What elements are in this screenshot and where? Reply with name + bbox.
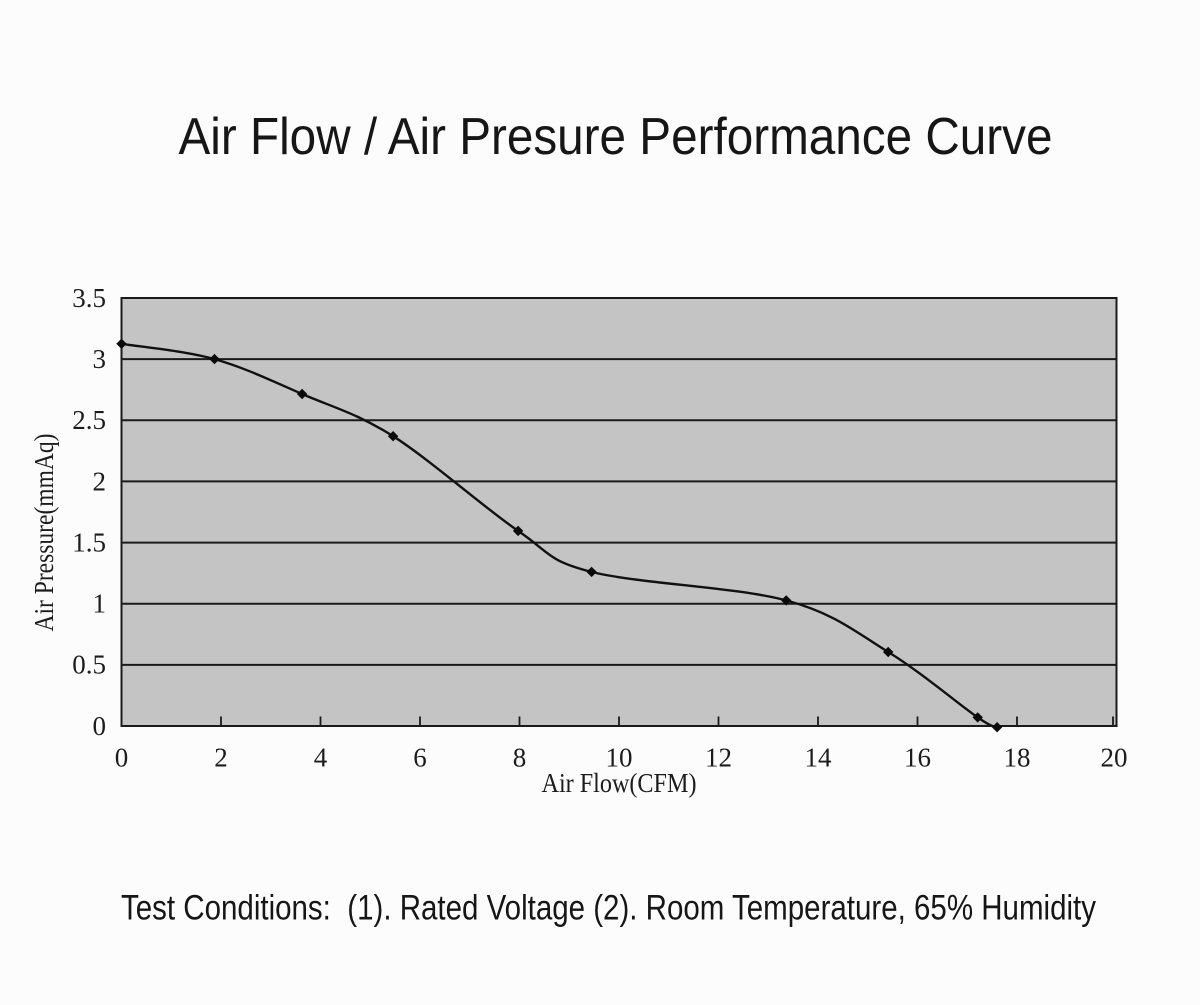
- svg-text:0: 0: [115, 743, 129, 773]
- svg-text:3.5: 3.5: [72, 283, 106, 313]
- svg-text:6: 6: [413, 743, 427, 773]
- svg-text:Test Conditions: (1). Rated V: Test Conditions: (1). Rated Voltage (2).…: [121, 887, 1096, 927]
- svg-text:1.5: 1.5: [72, 527, 106, 557]
- svg-text:0: 0: [93, 711, 107, 741]
- svg-text:10: 10: [606, 743, 633, 773]
- svg-text:20: 20: [1101, 743, 1128, 773]
- svg-text:0.5: 0.5: [72, 650, 106, 680]
- svg-text:3: 3: [93, 344, 107, 374]
- svg-text:4: 4: [314, 743, 328, 773]
- svg-text:18: 18: [1004, 743, 1031, 773]
- svg-text:12: 12: [705, 743, 732, 773]
- svg-text:8: 8: [513, 743, 527, 773]
- svg-text:2.5: 2.5: [72, 405, 106, 435]
- svg-text:16: 16: [904, 743, 931, 773]
- svg-text:Air Pressure(mmAq): Air Pressure(mmAq): [29, 434, 59, 632]
- svg-text:Air Flow(CFM): Air Flow(CFM): [542, 768, 697, 798]
- svg-text:1: 1: [93, 589, 107, 619]
- svg-text:14: 14: [805, 743, 833, 773]
- svg-text:2: 2: [214, 743, 228, 773]
- svg-text:2: 2: [93, 466, 107, 496]
- svg-text:Air Flow / Air Presure Perform: Air Flow / Air Presure Performance Curve: [179, 108, 1053, 166]
